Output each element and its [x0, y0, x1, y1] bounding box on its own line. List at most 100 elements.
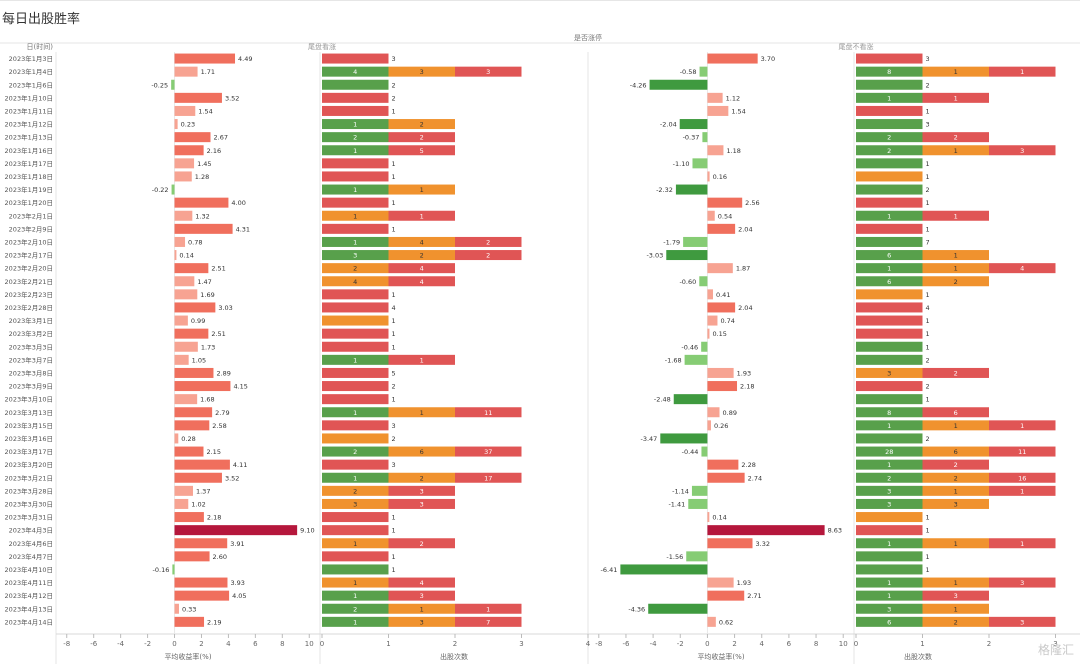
date-label: 2023年4月14日	[5, 617, 53, 626]
avg-bar	[174, 538, 228, 549]
count-segment-win	[322, 158, 389, 169]
count-segment-loss	[322, 446, 389, 457]
count-segment-loss	[856, 119, 923, 130]
count-segment-draw	[388, 446, 455, 457]
count-segment-draw	[922, 263, 989, 274]
count-segment-win	[322, 302, 389, 313]
count-value-label: 2	[887, 147, 891, 155]
avg-bar	[174, 616, 205, 627]
date-label: 2023年4月6日	[9, 539, 53, 548]
count-value-label: 1	[353, 618, 357, 626]
count-segment-draw	[322, 263, 389, 274]
count-value-label: 1	[954, 94, 958, 102]
avg-value-label: -1.56	[666, 553, 683, 561]
count-value-label: 4	[420, 238, 424, 246]
avg-bar	[707, 145, 724, 156]
count-value-label: 16	[1018, 474, 1026, 482]
count-segment-win	[322, 171, 389, 182]
count-segment-win	[989, 577, 1056, 588]
count-segment-draw	[856, 289, 923, 300]
count-value-label: 5	[420, 147, 424, 155]
count-value-label: 6	[887, 252, 891, 260]
count-value-label: 2	[926, 186, 930, 194]
avg-value-label: 0.14	[179, 252, 193, 260]
count-segment-loss	[322, 564, 389, 575]
count-value-label: 1	[887, 579, 891, 587]
count-segment-loss	[856, 407, 923, 418]
count-value-label: 1	[392, 514, 396, 522]
count-value-label: 3	[420, 618, 424, 626]
count-value-label: 4	[420, 278, 424, 286]
count-segment-draw	[922, 577, 989, 588]
count-value-label: 1	[353, 147, 357, 155]
count-segment-loss	[322, 354, 389, 365]
avg-value-label: 0.16	[713, 173, 727, 181]
avg-value-label: 0.33	[182, 605, 196, 613]
count-segment-loss	[322, 145, 389, 156]
count-value-label: 3	[420, 487, 424, 495]
count-value-label: 3	[353, 252, 357, 260]
count-value-label: 3	[926, 121, 930, 129]
avg-value-label: 0.41	[716, 291, 730, 299]
count-value-label: 1	[954, 265, 958, 273]
avg-bar	[174, 250, 177, 261]
count-segment-win	[989, 485, 1056, 496]
count-value-label: 1	[1020, 540, 1024, 548]
count-segment-win	[856, 315, 923, 326]
avg-value-label: -1.41	[668, 500, 685, 508]
count-segment-loss	[856, 184, 923, 195]
count-segment-win	[322, 105, 389, 116]
top-rule	[0, 0, 1080, 1]
avg-value-label: 2.16	[207, 147, 221, 155]
avg-value-label: 1.12	[726, 94, 740, 102]
count-value-label: 1	[353, 540, 357, 548]
avg-value-label: 0.89	[723, 409, 737, 417]
avg-bar	[707, 197, 743, 208]
count-segment-draw	[922, 498, 989, 509]
date-label: 2023年1月16日	[5, 146, 53, 155]
count-value-label: 1	[954, 605, 958, 613]
count-value-label: 3	[392, 461, 396, 469]
avg-tick-label: 6	[787, 640, 792, 648]
count-segment-win	[322, 223, 389, 234]
count-value-label: 6	[887, 618, 891, 626]
avg-bar	[699, 66, 708, 77]
avg-value-label: 4.11	[233, 461, 247, 469]
count-value-label: 1	[353, 121, 357, 129]
count-value-label: 2	[954, 474, 958, 482]
avg-bar	[174, 590, 230, 601]
count-value-label: 1	[420, 356, 424, 364]
date-label: 2023年2月17日	[5, 251, 53, 260]
count-value-label: 3	[420, 592, 424, 600]
count-value-label: 1	[926, 225, 930, 233]
count-segment-win	[322, 381, 389, 392]
count-value-label: 1	[392, 317, 396, 325]
avg-value-label: 2.79	[215, 409, 229, 417]
avg-bar	[673, 394, 708, 405]
avg-bar	[707, 512, 710, 523]
avg-bar	[707, 302, 736, 313]
avg-value-label: 1.02	[191, 500, 205, 508]
count-value-label: 1	[353, 409, 357, 417]
count-value-label: 1	[392, 291, 396, 299]
count-value-label: 5	[392, 369, 396, 377]
count-value-label: 28	[885, 448, 893, 456]
avg-value-label: 1.37	[196, 487, 210, 495]
avg-bar	[174, 276, 195, 287]
avg-value-label: 0.78	[188, 238, 202, 246]
count-value-label: 2	[353, 605, 357, 613]
count-segment-draw	[856, 512, 923, 523]
count-value-label: 1	[954, 68, 958, 76]
count-tick-label: 0	[854, 640, 858, 648]
avg-value-label: 1.71	[201, 68, 215, 76]
count-segment-loss	[856, 459, 923, 470]
count-value-label: 8	[887, 68, 891, 76]
date-label: 2023年1月3日	[9, 54, 53, 63]
count-segment-draw	[922, 66, 989, 77]
count-segment-draw	[922, 276, 989, 287]
count-segment-draw	[922, 485, 989, 496]
count-segment-draw	[322, 498, 389, 509]
date-label: 2023年3月9日	[9, 382, 53, 391]
avg-value-label: 2.71	[747, 592, 761, 600]
date-label: 2023年1月20日	[5, 198, 53, 207]
